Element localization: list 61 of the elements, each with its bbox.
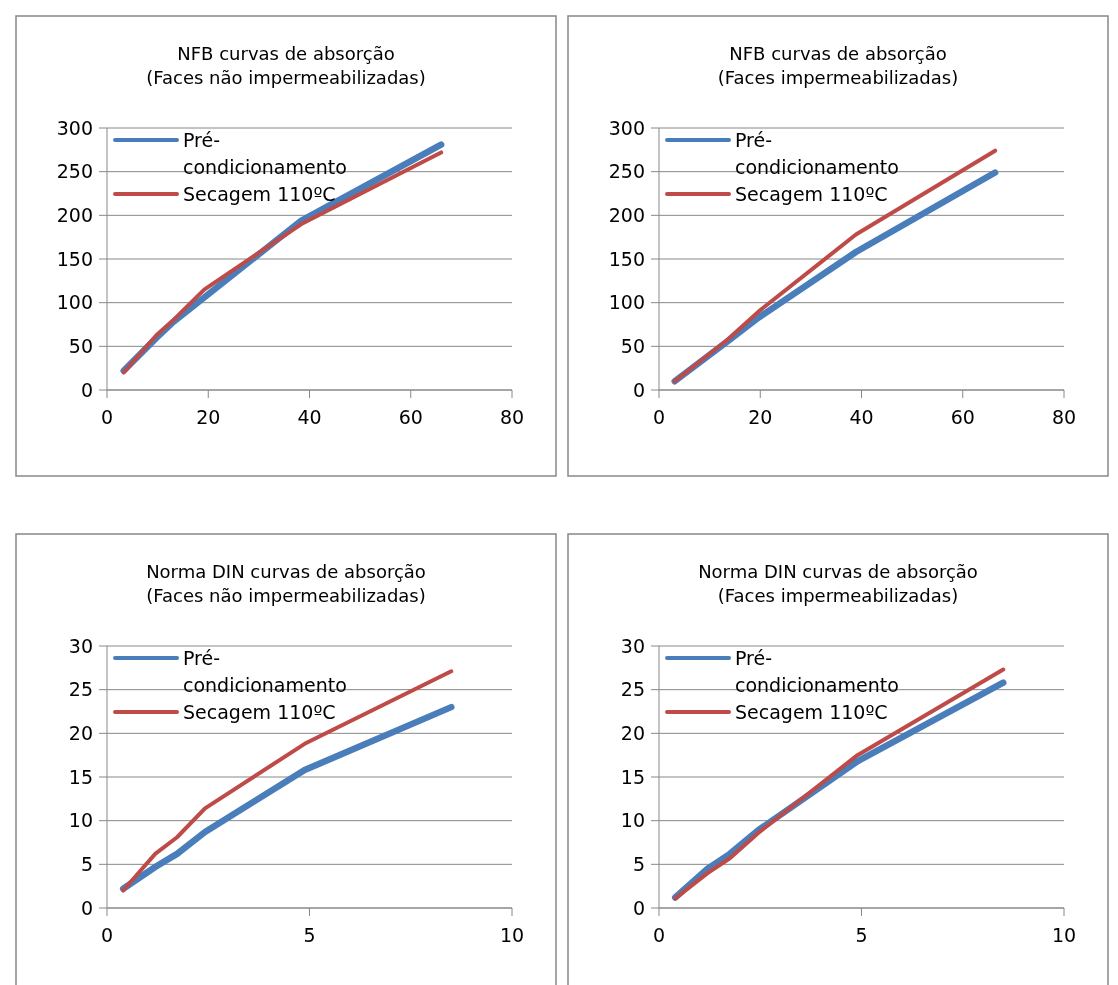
chart-subtitle: (Faces impermeabilizadas) [717,585,959,606]
y-tick-label: 250 [608,160,645,183]
legend-label: Pré-condicionamento [183,646,347,696]
y-tick-label: 15 [620,765,645,788]
y-tick-label: 100 [608,291,645,314]
legend-label: Pré-condicionamento [735,646,899,696]
x-tick-label: 10 [499,924,525,946]
x-tick-label: 80 [1051,406,1077,428]
y-tick-label: 15 [68,765,93,788]
x-tick-label: 40 [297,406,322,428]
y-tick-label: 5 [632,852,645,875]
y-tick-label: 0 [80,896,93,919]
line-series [121,669,454,893]
y-tick-label: 25 [620,678,645,701]
x-tick-label: 0 [100,406,114,428]
chart-subtitle: (Faces não impermeabilizadas) [146,67,426,88]
y-tick-label: 20 [620,721,645,744]
x-tick-label: 5 [303,924,316,946]
chart-title: Norma DIN curvas de absorção [698,561,978,582]
y-tick-label: 300 [608,116,645,139]
y-tick-label: 0 [632,896,645,919]
y-tick-label: 200 [608,203,645,226]
y-tick-label: 25 [68,678,93,701]
chart-subtitle: (Faces impermeabilizadas) [717,67,959,88]
y-tick-label: 50 [620,334,645,357]
chart-title: Norma DIN curvas de absorção [146,561,426,582]
chart-subtitle: (Faces não impermeabilizadas) [146,585,426,606]
x-tick-label: 10 [1051,924,1077,946]
y-tick-label: 5 [80,852,93,875]
x-tick-label: 60 [950,406,975,428]
legend-label: Secagem 110ºC [183,182,336,205]
y-tick-label: 30 [68,634,93,657]
y-tick-label: 10 [68,809,93,832]
y-tick-label: 250 [56,160,93,183]
y-tick-label: 0 [80,378,93,401]
legend-label: Secagem 110ºC [183,700,336,723]
chart-title: NFB curvas de absorção [729,43,947,64]
y-tick-label: 0 [632,378,645,401]
y-tick-label: 30 [620,634,645,657]
legend-label: Pré-condicionamento [183,128,347,178]
x-tick-label: 0 [652,406,666,428]
x-tick-label: 20 [748,406,773,428]
legend-label: Pré-condicionamento [735,128,899,178]
chart-title: NFB curvas de absorção [177,43,395,64]
y-tick-label: 200 [56,203,93,226]
x-tick-label: 60 [398,406,423,428]
y-tick-label: 100 [56,291,93,314]
y-tick-label: 50 [68,334,93,357]
x-tick-label: 40 [849,406,874,428]
x-tick-label: 5 [855,924,868,946]
y-tick-label: 150 [56,247,93,270]
legend-label: Secagem 110ºC [735,700,888,723]
y-tick-label: 150 [608,247,645,270]
legend-label: Secagem 110ºC [735,182,888,205]
x-tick-label: 0 [100,924,114,946]
x-tick-label: 80 [499,406,525,428]
x-tick-label: 20 [196,406,221,428]
y-tick-label: 300 [56,116,93,139]
y-tick-label: 20 [68,721,93,744]
y-tick-label: 10 [620,809,645,832]
x-tick-label: 0 [652,924,666,946]
